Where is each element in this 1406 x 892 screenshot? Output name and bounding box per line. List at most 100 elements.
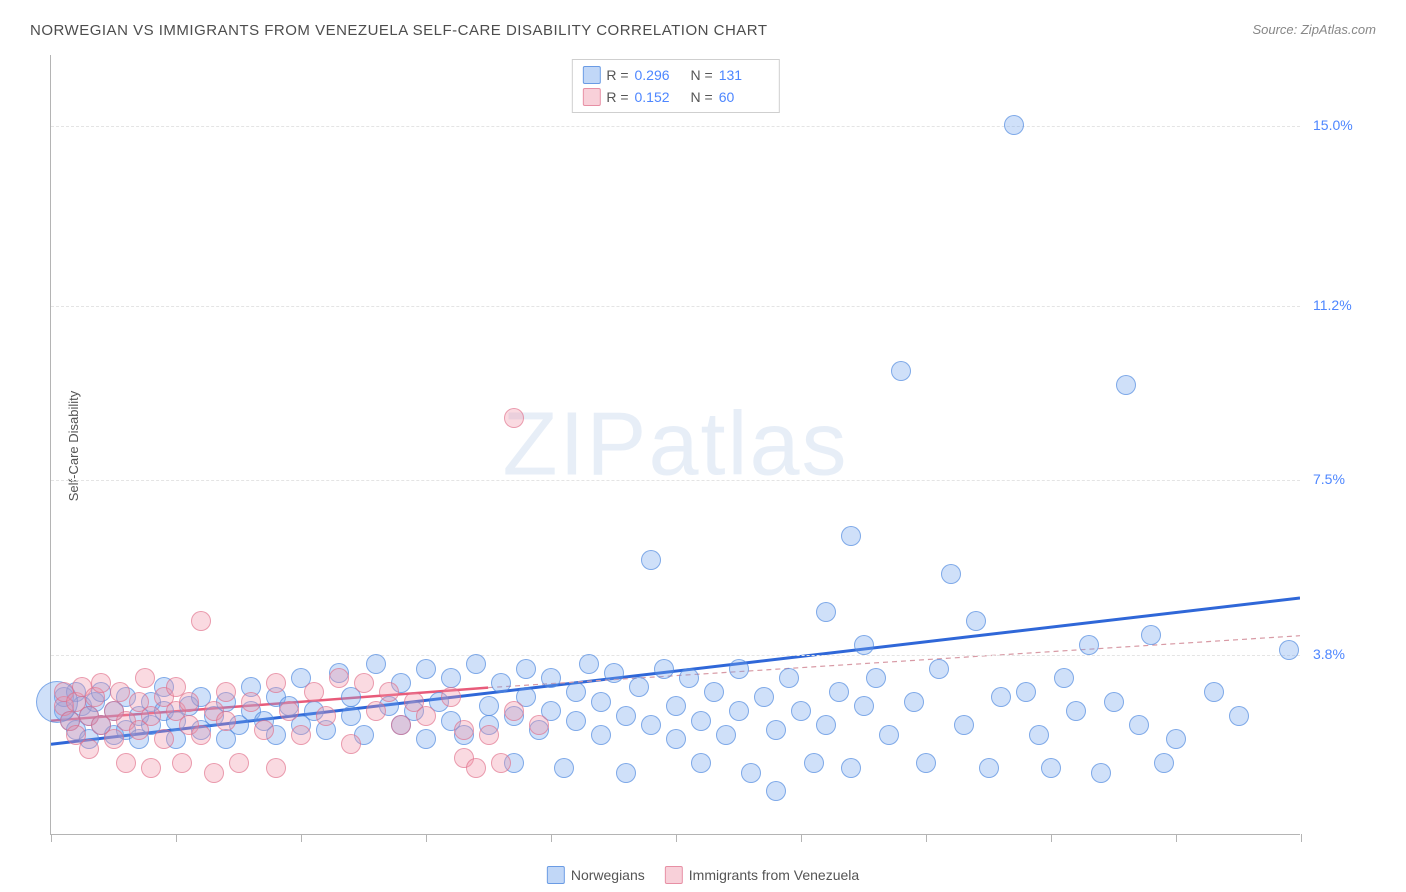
data-point <box>791 701 811 721</box>
data-point <box>1129 715 1149 735</box>
data-point <box>1204 682 1224 702</box>
data-point <box>904 692 924 712</box>
source-credit: Source: ZipAtlas.com <box>1252 22 1376 37</box>
data-point <box>704 682 724 702</box>
data-point <box>716 725 736 745</box>
data-point <box>141 706 161 726</box>
data-point <box>91 673 111 693</box>
data-point <box>629 677 649 697</box>
data-point <box>916 753 936 773</box>
r-value: 0.296 <box>635 64 685 86</box>
data-point <box>591 725 611 745</box>
x-tick <box>1176 834 1177 842</box>
data-point <box>479 725 499 745</box>
data-point <box>266 758 286 778</box>
data-point <box>1279 640 1299 660</box>
data-point <box>479 696 499 716</box>
data-point <box>1154 753 1174 773</box>
x-tick <box>926 834 927 842</box>
data-point <box>304 682 324 702</box>
data-point <box>110 682 130 702</box>
data-point <box>1229 706 1249 726</box>
data-point <box>991 687 1011 707</box>
data-point <box>341 734 361 754</box>
data-point <box>491 753 511 773</box>
watermark-zip: ZIP <box>502 394 648 494</box>
data-point <box>766 720 786 740</box>
data-point <box>891 361 911 381</box>
data-point <box>879 725 899 745</box>
data-point <box>279 701 299 721</box>
data-point <box>754 687 774 707</box>
data-point <box>216 682 236 702</box>
swatch-pink-icon <box>582 88 600 106</box>
data-point <box>666 696 686 716</box>
data-point <box>566 711 586 731</box>
r-label: R = <box>606 64 628 86</box>
data-point <box>541 668 561 688</box>
data-point <box>741 763 761 783</box>
legend-item-pink: Immigrants from Venezuela <box>665 866 859 884</box>
data-point <box>1066 701 1086 721</box>
bottom-legend: Norwegians Immigrants from Venezuela <box>547 866 859 884</box>
data-point <box>1004 115 1024 135</box>
data-point <box>216 711 236 731</box>
data-point <box>841 758 861 778</box>
grid-line <box>51 655 1300 656</box>
data-point <box>391 715 411 735</box>
data-point <box>941 564 961 584</box>
r-label: R = <box>606 86 628 108</box>
x-tick <box>676 834 677 842</box>
grid-line <box>51 480 1300 481</box>
data-point <box>954 715 974 735</box>
data-point <box>729 659 749 679</box>
data-point <box>441 687 461 707</box>
data-point <box>929 659 949 679</box>
data-point <box>441 668 461 688</box>
correlation-box: R = 0.296 N = 131 R = 0.152 N = 60 <box>571 59 779 113</box>
legend-label: Norwegians <box>571 867 645 883</box>
watermark-atlas: atlas <box>648 394 848 494</box>
data-point <box>679 668 699 688</box>
data-point <box>966 611 986 631</box>
data-point <box>766 781 786 801</box>
chart-title: NORWEGIAN VS IMMIGRANTS FROM VENEZUELA S… <box>30 22 768 39</box>
data-point <box>1141 625 1161 645</box>
y-tick-label: 7.5% <box>1313 471 1345 487</box>
y-tick-label: 15.0% <box>1313 117 1353 133</box>
data-point <box>866 668 886 688</box>
data-point <box>816 602 836 622</box>
data-point <box>79 739 99 759</box>
correlation-row-blue: R = 0.296 N = 131 <box>582 64 768 86</box>
data-point <box>416 706 436 726</box>
y-tick-label: 11.2% <box>1313 297 1352 313</box>
y-tick-label: 3.8% <box>1313 646 1345 662</box>
n-value: 60 <box>719 86 769 108</box>
data-point <box>641 715 661 735</box>
data-point <box>229 753 249 773</box>
swatch-pink-icon <box>665 866 683 884</box>
data-point <box>529 715 549 735</box>
x-tick <box>801 834 802 842</box>
data-point <box>616 763 636 783</box>
x-tick <box>301 834 302 842</box>
data-point <box>366 701 386 721</box>
data-point <box>1041 758 1061 778</box>
data-point <box>135 668 155 688</box>
r-value: 0.152 <box>635 86 685 108</box>
data-point <box>1166 729 1186 749</box>
data-point <box>454 720 474 740</box>
data-point <box>829 682 849 702</box>
data-point <box>491 673 511 693</box>
data-point <box>204 763 224 783</box>
data-point <box>341 706 361 726</box>
data-point <box>172 753 192 773</box>
x-tick <box>1051 834 1052 842</box>
data-point <box>516 659 536 679</box>
scatter-plot-area: ZIPatlas R = 0.296 N = 131 R = 0.152 N =… <box>50 55 1300 835</box>
data-point <box>504 408 524 428</box>
x-tick <box>551 834 552 842</box>
n-label: N = <box>691 86 713 108</box>
data-point <box>691 711 711 731</box>
data-point <box>854 635 874 655</box>
